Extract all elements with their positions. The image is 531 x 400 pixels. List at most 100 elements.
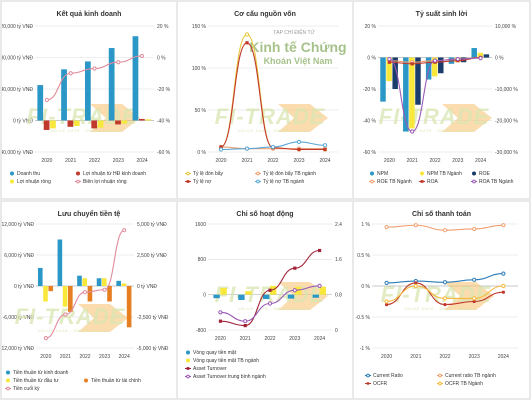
- y-tick-label: 40,000 tỷ VNĐ: [2, 86, 33, 93]
- legend-marker: [438, 381, 442, 386]
- bar: [43, 286, 48, 302]
- y-tick-label: 150 %: [192, 24, 207, 30]
- y-tick-label: -1 %: [360, 346, 371, 352]
- x-tick-label: 2020: [215, 336, 226, 342]
- legend-marker: [370, 179, 374, 184]
- x-tick-label: 2020: [381, 354, 392, 360]
- y2-tick-label: -2,500 tỷ VNĐ: [137, 314, 169, 321]
- legend-marker: [6, 370, 10, 375]
- point: [385, 303, 389, 307]
- legend: NPM NPM TB Ngành ROE ROE TB Ngành ROA ROA TB …: [369, 171, 514, 185]
- legend-item: OCFR: [365, 381, 388, 387]
- series-line: [44, 53, 145, 103]
- y-tick-label: -20 %: [363, 87, 377, 93]
- bar: [50, 120, 56, 129]
- legend-label: Tiền cuối kỳ: [13, 386, 40, 392]
- y2-tick-label: 2.4: [335, 222, 342, 228]
- watermark-tagline: VALUE DATA - SMART INVEST: [38, 328, 110, 333]
- legend-marker: [6, 378, 10, 383]
- legend-marker: [438, 373, 442, 378]
- legend-marker: [186, 367, 190, 370]
- legend: Doanh thu Lợi nhuận từ HĐ kinh doanh Lợi n…: [10, 171, 146, 185]
- legend-label: Vòng quay tiền mặt: [193, 350, 237, 356]
- chart-svg-kqkd: Kết quả kinh doanh -40,000 tỷ VNĐ 0 tỷ VNĐ…: [2, 10, 171, 185]
- y-tick-label: -40 %: [363, 118, 377, 124]
- legend-marker: [76, 171, 80, 176]
- bar: [77, 275, 82, 286]
- point: [478, 56, 483, 61]
- legend-marker: [420, 180, 424, 183]
- bar: [392, 57, 398, 89]
- legend-item: Tiền thuần từ tài chính: [84, 378, 141, 384]
- watermark-arrow-icon: [78, 304, 128, 332]
- x-tick-label: 2023: [99, 354, 110, 360]
- y-tick-label: 120,000 tỷ VNĐ: [2, 23, 33, 30]
- y-tick-label: 0: [203, 292, 206, 298]
- x-tick-label: 2020: [215, 158, 226, 164]
- chart-title: Cơ cấu nguồn vốn: [234, 9, 296, 18]
- legend-item: Tỷ lệ đòn bẩy TB ngành: [255, 170, 316, 177]
- y-tick-label: 6,000 tỷ VNĐ: [4, 252, 34, 259]
- x-tick-label: 2023: [452, 158, 463, 164]
- legend: Current Ratio Current ratio TB ngành OCFR O…: [365, 373, 496, 387]
- chart-svg-lctt: Lưu chuyển tiền tệ -12,000 tỷ VNĐ -6,000 t…: [2, 209, 169, 392]
- point: [501, 223, 506, 228]
- chart-panel-kqkd: Kết quả kinh doanh -40,000 tỷ VNĐ 0 tỷ VNĐ…: [2, 2, 176, 198]
- legend-item: Tỷ lệ đòn bẩy: [185, 170, 224, 177]
- y2-tick-label: 10,000 %: [495, 24, 517, 30]
- x-tick-label: 2022: [429, 158, 440, 164]
- legend-item: ROA: [419, 179, 439, 185]
- watermark-brand: FI-TRADE: [379, 104, 490, 129]
- point: [244, 146, 250, 151]
- point: [472, 226, 477, 232]
- bar: [121, 283, 127, 286]
- y-tick-label: 0 %: [197, 150, 206, 156]
- legend-marker: [84, 378, 88, 383]
- y2-tick-label: 1.6: [335, 257, 342, 263]
- point: [442, 280, 448, 285]
- legend-marker: [186, 358, 190, 363]
- point: [501, 290, 505, 294]
- legend-marker: [366, 373, 370, 378]
- legend-item: Asset Turnover: [185, 366, 227, 372]
- point: [218, 147, 224, 152]
- legend-item: Vòng quay tiền mặt: [186, 350, 237, 356]
- gridlines: [208, 223, 332, 331]
- legend-marker: [10, 171, 14, 176]
- y2-tick-label: -60 %: [157, 150, 171, 156]
- chart-panel-lctt: Lưu chuyển tiền tệ -12,000 tỷ VNĐ -6,000 t…: [2, 202, 176, 398]
- bar: [121, 120, 128, 124]
- y2-tick-label: 2,500 tỷ VNĐ: [137, 252, 167, 259]
- point: [218, 310, 223, 315]
- legend-marker: [186, 180, 190, 183]
- bar: [132, 36, 139, 121]
- legend-item: Tiền thuần từ kinh doanh: [6, 370, 69, 376]
- point: [472, 277, 477, 282]
- x-tick-label: 2022: [439, 354, 450, 360]
- legend-marker: [256, 171, 260, 176]
- y2-tick-label: 0 %: [495, 55, 504, 61]
- x-tick-label: 2020: [384, 158, 395, 164]
- bar: [213, 294, 220, 299]
- bar: [73, 120, 80, 127]
- stamp-top: TẠP CHÍ ĐIỆN TỬ: [273, 28, 315, 36]
- chart-title: Lưu chuyển tiền tệ: [58, 209, 121, 218]
- legend-item: NPM TB Ngành: [420, 171, 462, 177]
- legend-label: Tiền thuần từ kinh doanh: [13, 370, 69, 376]
- point: [218, 319, 222, 323]
- legend-item: Biên lợi nhuận ròng: [75, 179, 127, 185]
- point: [443, 303, 447, 307]
- legend-item: Tiền thuần từ đầu tư: [6, 378, 59, 384]
- chart-svg-csh: Chỉ số hoạt động -800 0 800 1600 0 0.8 1.6 2.4 FI…: [185, 210, 342, 380]
- series-line: [384, 283, 506, 304]
- bar: [97, 120, 104, 128]
- point: [318, 248, 322, 253]
- bar: [438, 57, 444, 74]
- legend-item: Current ratio TB ngành: [437, 373, 496, 379]
- legend-label: Tỷ lệ nợ: [193, 178, 212, 185]
- x-tick-label: 2021: [410, 354, 421, 360]
- point: [317, 283, 322, 288]
